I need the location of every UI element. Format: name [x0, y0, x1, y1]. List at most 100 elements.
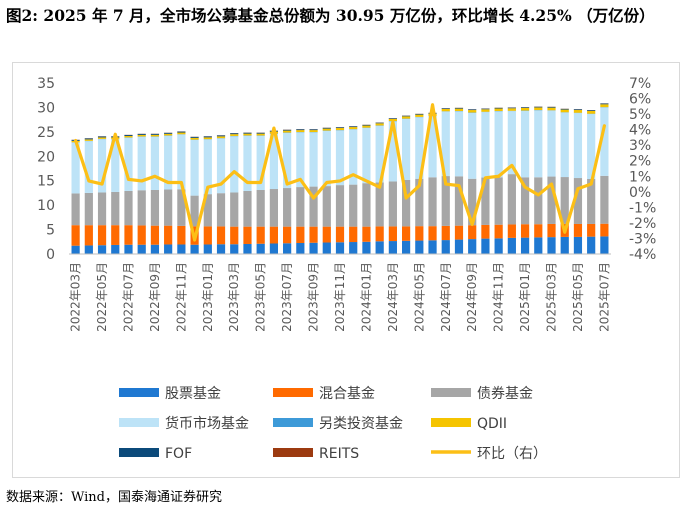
bar-segment — [216, 135, 226, 137]
bar-segment — [534, 237, 543, 254]
bar-segment — [97, 192, 107, 226]
bar-segment — [415, 113, 424, 115]
bar-segment — [335, 127, 345, 129]
bar-segment — [349, 184, 358, 227]
legend-label: 另类投资基金 — [319, 415, 403, 432]
bar-segment — [124, 137, 133, 191]
bar-segment — [375, 125, 384, 183]
bar-segment — [587, 236, 596, 254]
bar-segment — [454, 108, 464, 112]
bar-segment — [547, 176, 556, 224]
bar-segment — [547, 107, 556, 111]
bar-segment — [177, 132, 186, 135]
bar-segment — [362, 241, 371, 254]
bar-segment — [137, 136, 146, 191]
bar-segment — [243, 133, 252, 136]
bar-segment — [283, 226, 292, 244]
bar-segment — [402, 115, 411, 117]
bar-segment — [164, 133, 173, 136]
bar-segment — [309, 226, 318, 243]
y-right-tick-label: -4% — [629, 247, 656, 263]
bar-segment — [534, 107, 543, 111]
bar-segment — [349, 226, 358, 243]
bar-segment — [441, 108, 450, 112]
legend-label: QDII — [477, 416, 507, 432]
bar-segment — [573, 236, 583, 254]
bar-segment — [296, 187, 305, 227]
bar-segment — [177, 134, 186, 190]
legend-label: 环比（右） — [477, 446, 547, 462]
chart-frame: 0 5 10 15 20 25 30 35 -4% -3% -2% -1% 0% 1% 2% 3% 4% 5% 6%… — [12, 62, 680, 478]
bar-segment — [349, 126, 358, 128]
bar-segment — [150, 190, 160, 226]
bar-segment — [164, 135, 173, 190]
legend-label: 货币市场基金 — [165, 415, 249, 432]
bar-segment — [481, 224, 490, 239]
legend-swatch — [431, 388, 471, 397]
bar-segment — [454, 225, 464, 240]
bar-segment — [256, 135, 265, 190]
bar-segment — [494, 108, 503, 112]
bar-segment — [507, 108, 516, 111]
y-left-tick-label: 0 — [46, 247, 55, 263]
x-tick-label: 2025年03月 — [545, 262, 559, 332]
y-right-tick-label: 0% — [629, 185, 651, 201]
y-right-tick-label: -3% — [629, 231, 656, 247]
bar-segment — [296, 243, 305, 254]
bar-segment — [137, 244, 146, 254]
bar-segment — [587, 223, 596, 237]
bar-segment — [428, 240, 437, 254]
bar-segment — [388, 118, 397, 122]
bar-segment — [547, 223, 556, 238]
bar-segment — [402, 179, 411, 227]
y-right-tick-label: 1% — [629, 169, 651, 185]
bar-segment — [216, 138, 226, 194]
bar-segment — [600, 104, 609, 108]
bar-segment — [111, 225, 120, 245]
bar-segment — [71, 245, 80, 254]
x-tick-label: 2024年03月 — [386, 262, 400, 332]
bar-segment — [415, 117, 424, 179]
bar-segment — [441, 225, 450, 241]
bar-segment — [375, 122, 384, 124]
bar-segment — [494, 224, 503, 239]
bar-segment — [137, 225, 146, 245]
bar-segment — [97, 136, 107, 138]
bar-segment — [150, 244, 160, 254]
legend-swatch — [119, 388, 159, 397]
bar-segment — [573, 113, 583, 179]
bar-segment — [362, 226, 371, 242]
bar-segment — [388, 226, 397, 242]
bar-segment — [494, 238, 503, 254]
bar-segment — [97, 139, 107, 193]
bar-segment — [164, 189, 173, 226]
bar-segment — [283, 132, 292, 189]
bar-segment — [111, 191, 120, 226]
bar-segment — [402, 118, 411, 180]
bar-segment — [309, 242, 318, 254]
y-right-tick-label: 6% — [629, 92, 651, 108]
bar-segment — [507, 237, 516, 254]
bar-segment — [388, 181, 397, 227]
y-right-tick-label: 7% — [629, 76, 651, 92]
bar-segment — [375, 182, 384, 227]
bar-segment — [375, 226, 384, 242]
bar-segment — [309, 129, 318, 131]
bar-segment — [150, 136, 160, 190]
x-tick-label: 2023年09月 — [307, 262, 321, 332]
bar-segment — [428, 116, 437, 178]
bar-segment — [494, 107, 503, 109]
bar-segment — [388, 118, 397, 119]
bar-segment — [84, 245, 93, 254]
bar-segment — [230, 226, 239, 245]
x-tick-label: 2023年07月 — [280, 262, 294, 332]
bar-segment — [190, 244, 199, 254]
mom-line — [74, 103, 606, 242]
chart-title: 图2: 2025 年 7 月，全市场公募基金总份额为 30.95 万亿份，环比增… — [6, 6, 655, 25]
bar-segment — [216, 244, 226, 254]
bar-segment — [164, 132, 173, 134]
bar-segment — [97, 225, 107, 246]
bar-segment — [560, 236, 569, 254]
bar-segment — [441, 176, 450, 226]
legend-label: FOF — [165, 446, 192, 462]
